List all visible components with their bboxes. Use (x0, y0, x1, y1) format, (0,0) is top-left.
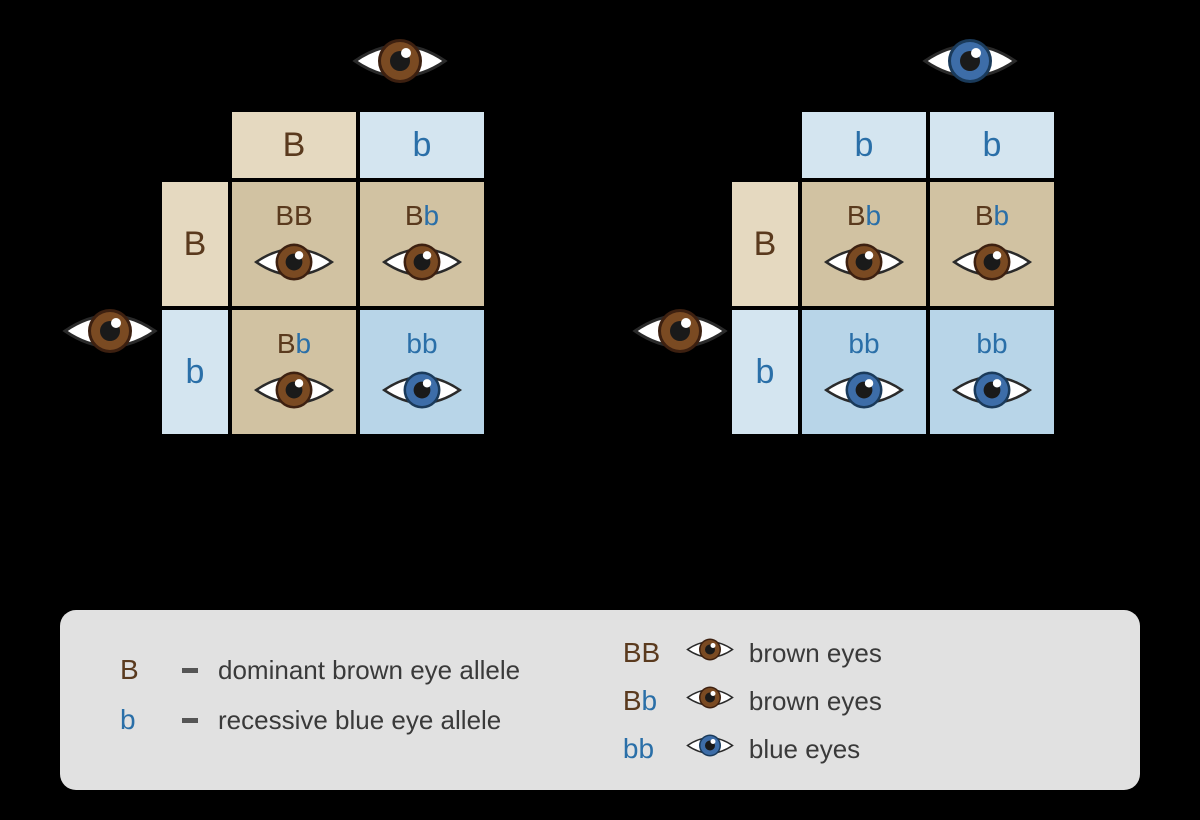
legend-allele-symbol: b (120, 704, 162, 736)
eye-brown-icon (630, 300, 730, 362)
cell-0-1: Bb (928, 180, 1056, 308)
eye-brown-icon (350, 30, 450, 92)
col-header-0: B (230, 110, 358, 180)
legend-eye-icon (685, 634, 735, 672)
row-header-0: B (730, 180, 800, 308)
cell-genotype: Bb (847, 200, 881, 232)
legend-phenotype-text: brown eyes (749, 686, 882, 717)
punnett-square-left: BbBb BB Bb Bb bb (60, 20, 560, 500)
legend-phenotype-text: brown eyes (749, 638, 882, 669)
legend-phenotype-row: BB brown eyes (623, 634, 1080, 672)
parent-top-eye (920, 30, 1020, 97)
eye-blue-icon (920, 30, 1020, 92)
legend-genotype: Bb (623, 685, 671, 717)
eye-brown-icon (252, 364, 336, 416)
cell-1-0: bb (800, 308, 928, 436)
legend-allele-symbol: B (120, 654, 162, 686)
cell-genotype: bb (406, 328, 437, 360)
eye-brown-icon (60, 300, 160, 362)
row-header-1: b (730, 308, 800, 436)
legend-allele-row: B dominant brown eye allele (120, 654, 623, 686)
legend-phenotype-list: BB brown eyes Bb brown eyes bb blue eyes (623, 634, 1080, 766)
cell-genotype: Bb (405, 200, 439, 232)
cell-genotype: bb (848, 328, 879, 360)
punnett-square-right: bbBb Bb Bb bb bb (630, 20, 1130, 500)
cell-genotype: bb (976, 328, 1007, 360)
cell-0-0: Bb (800, 180, 928, 308)
legend-phenotype-row: Bb brown eyes (623, 682, 1080, 720)
row-header-0: B (160, 180, 230, 308)
eye-blue-icon (822, 364, 906, 416)
parent-top-eye (350, 30, 450, 97)
cell-1-1: bb (358, 308, 486, 436)
eye-brown-icon (950, 236, 1034, 288)
row-header-1: b (160, 308, 230, 436)
eye-blue-icon (950, 364, 1034, 416)
cell-0-1: Bb (358, 180, 486, 308)
legend-phenotype-row: bb blue eyes (623, 730, 1080, 768)
eye-blue-icon (685, 730, 735, 761)
eye-blue-icon (380, 364, 464, 416)
legend-phenotype-text: blue eyes (749, 734, 860, 765)
parent-left-eye (60, 300, 160, 367)
eye-brown-icon (685, 682, 735, 713)
legend-genotype: BB (623, 637, 671, 669)
col-header-1: b (358, 110, 486, 180)
eye-brown-icon (822, 236, 906, 288)
legend-genotype: bb (623, 733, 671, 765)
legend-allele-definitions: B dominant brown eye allele b recessive … (120, 634, 623, 766)
cell-1-0: Bb (230, 308, 358, 436)
eye-brown-icon (685, 634, 735, 665)
cell-1-1: bb (928, 308, 1056, 436)
legend-panel: B dominant brown eye allele b recessive … (60, 610, 1140, 790)
dash-icon (182, 718, 198, 723)
cell-genotype: Bb (277, 328, 311, 360)
legend-allele-row: b recessive blue eye allele (120, 704, 623, 736)
eye-brown-icon (252, 236, 336, 288)
cell-genotype: BB (275, 200, 312, 232)
col-header-0: b (800, 110, 928, 180)
cell-genotype: Bb (975, 200, 1009, 232)
cell-0-0: BB (230, 180, 358, 308)
legend-eye-icon (685, 730, 735, 768)
legend-allele-text: recessive blue eye allele (218, 705, 501, 736)
col-header-1: b (928, 110, 1056, 180)
eye-brown-icon (380, 236, 464, 288)
legend-allele-text: dominant brown eye allele (218, 655, 520, 686)
dash-icon (182, 668, 198, 673)
parent-left-eye (630, 300, 730, 367)
legend-eye-icon (685, 682, 735, 720)
